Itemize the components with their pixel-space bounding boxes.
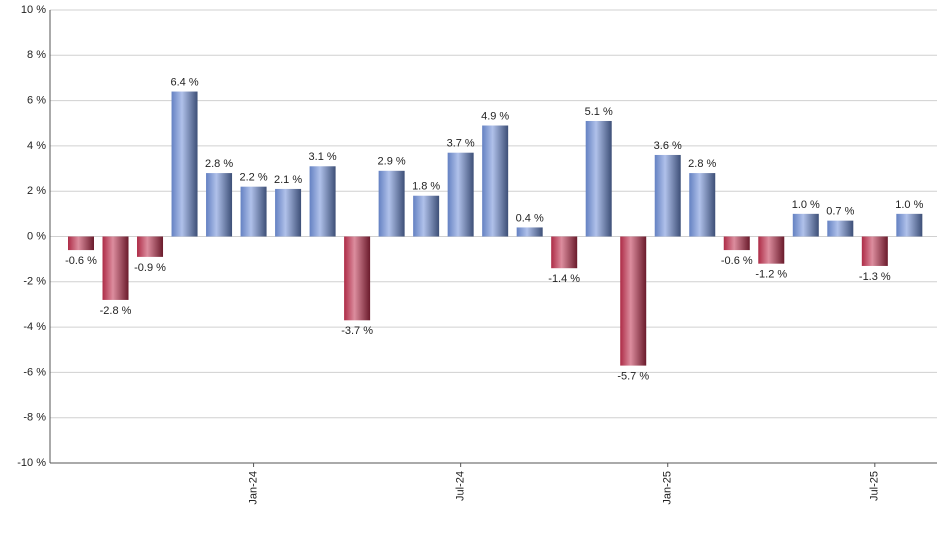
data-label: 2.8 % xyxy=(205,158,233,170)
bar xyxy=(792,213,819,237)
bar xyxy=(240,186,267,237)
data-label: 0.4 % xyxy=(516,212,544,224)
bar xyxy=(275,188,302,237)
data-label: -0.9 % xyxy=(134,262,166,274)
data-label: -1.3 % xyxy=(859,271,891,283)
data-label: 1.0 % xyxy=(895,199,923,211)
data-label: 0.7 % xyxy=(826,206,854,218)
y-tick-label: -10 % xyxy=(17,457,46,469)
bar xyxy=(723,236,750,251)
x-tick-label: Jul-25 xyxy=(869,471,881,501)
data-label: 2.1 % xyxy=(274,174,302,186)
bar xyxy=(68,236,94,251)
data-label: 2.2 % xyxy=(239,172,267,184)
bar xyxy=(447,152,474,237)
bar xyxy=(171,91,198,237)
bar xyxy=(896,213,923,237)
data-label: 3.1 % xyxy=(309,151,337,163)
y-tick-label: -6 % xyxy=(23,366,46,378)
bar xyxy=(827,220,854,237)
bar xyxy=(585,120,612,237)
data-label: 4.9 % xyxy=(481,110,509,122)
data-label: -1.4 % xyxy=(548,273,580,285)
y-tick-label: 2 % xyxy=(27,185,46,197)
y-tick-label: 0 % xyxy=(27,230,46,242)
data-label: -2.8 % xyxy=(100,305,132,317)
bar xyxy=(758,236,785,264)
bar xyxy=(551,236,578,269)
bar xyxy=(378,170,405,237)
bar xyxy=(413,195,440,237)
data-label: -0.6 % xyxy=(721,255,753,267)
bar xyxy=(516,227,543,237)
data-label: 1.0 % xyxy=(792,199,820,211)
bar xyxy=(309,166,336,237)
x-tick-label: Jan-25 xyxy=(662,471,674,505)
x-tick-label: Jan-24 xyxy=(247,471,259,505)
bar xyxy=(654,154,681,237)
y-tick-label: 4 % xyxy=(27,140,46,152)
bar xyxy=(689,173,716,237)
y-tick-label: 10 % xyxy=(21,4,46,16)
data-label: 5.1 % xyxy=(585,106,613,118)
y-tick-label: -2 % xyxy=(23,276,46,288)
data-label: -5.7 % xyxy=(617,371,649,383)
data-label: 3.6 % xyxy=(654,140,682,152)
data-label: 2.8 % xyxy=(688,158,716,170)
bar xyxy=(137,236,164,257)
data-label: 2.9 % xyxy=(378,156,406,168)
bar xyxy=(482,125,509,237)
data-label: -0.6 % xyxy=(65,255,97,267)
y-tick-label: 6 % xyxy=(27,95,46,107)
data-label: 1.8 % xyxy=(412,181,440,193)
data-label: 3.7 % xyxy=(447,138,475,150)
bar xyxy=(102,236,129,300)
y-tick-label: 8 % xyxy=(27,49,46,61)
bar xyxy=(344,236,371,321)
x-tick-label: Jul-24 xyxy=(455,471,467,501)
bar xyxy=(861,236,888,266)
bar xyxy=(620,236,647,366)
data-label: -1.2 % xyxy=(755,269,787,281)
data-label: -3.7 % xyxy=(341,325,373,337)
bar xyxy=(206,173,233,237)
data-label: 6.4 % xyxy=(170,76,198,88)
y-tick-label: -4 % xyxy=(23,321,46,333)
y-tick-label: -8 % xyxy=(23,412,46,424)
